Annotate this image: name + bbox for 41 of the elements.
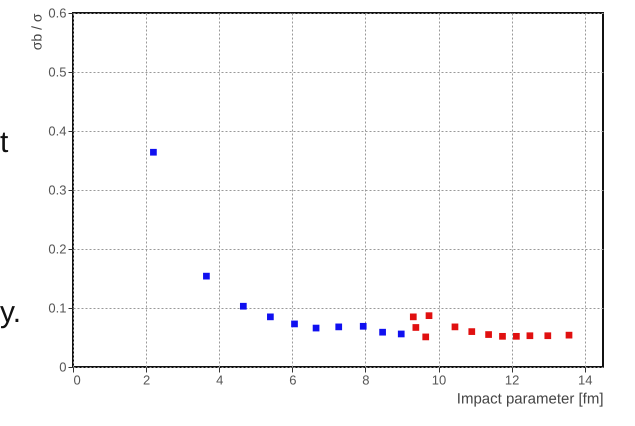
point: [426, 312, 432, 320]
point: [267, 313, 274, 320]
y-tick-label: 0: [59, 360, 66, 374]
y-tick-label: 0.5: [48, 64, 66, 80]
x-tick-label: 14: [578, 372, 592, 388]
text: y.: [0, 296, 22, 329]
y-axis-title: σb / σ: [28, 13, 44, 50]
point: [468, 328, 476, 335]
point: [526, 332, 534, 340]
x-tick-label: 0: [74, 372, 81, 388]
point: [335, 324, 342, 330]
y-tick-label: 0.2: [48, 242, 66, 256]
x-axis-title: Impact parameter [fm]: [456, 390, 604, 408]
point: [422, 334, 430, 340]
point: [412, 324, 420, 331]
point: [150, 148, 157, 156]
point: [398, 330, 405, 338]
point: [485, 331, 492, 338]
text: t: [0, 126, 9, 159]
point: [513, 332, 520, 340]
x-tick-label: 2: [142, 372, 150, 388]
x-tick-label: 12: [504, 372, 520, 388]
point: [240, 302, 247, 310]
point: [312, 324, 320, 332]
x-tick-label: 10: [432, 372, 446, 388]
point: [499, 332, 506, 340]
x-tick-label: 4: [216, 372, 224, 388]
y-tick-label: 0.6: [48, 6, 66, 20]
point: [379, 328, 386, 336]
y-tick-label: 0.4: [48, 124, 66, 138]
point: [566, 332, 572, 338]
x-tick-label: 6: [289, 372, 296, 388]
point: [544, 332, 552, 340]
x-tick-label: 8: [362, 372, 370, 388]
point: [410, 313, 417, 320]
y-tick-label: 0.1: [48, 300, 66, 316]
point: [291, 320, 298, 328]
point: [452, 324, 458, 330]
point: [203, 272, 210, 280]
point: [360, 322, 367, 330]
y-tick-label: 0.3: [48, 182, 66, 198]
